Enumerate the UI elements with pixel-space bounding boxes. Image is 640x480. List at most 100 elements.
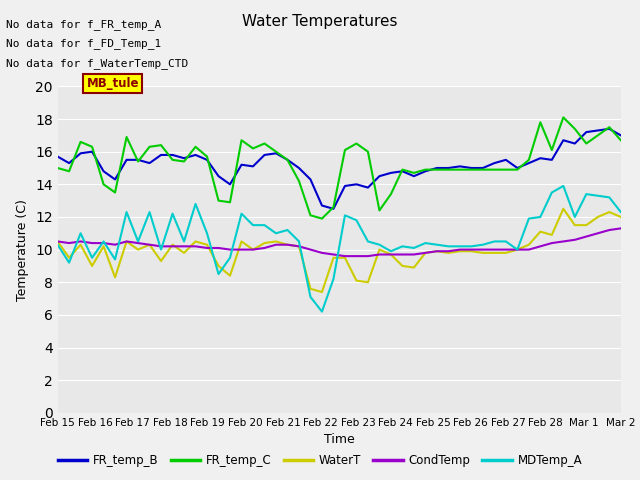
FR_temp_C: [571, 126, 579, 132]
WaterT: [582, 222, 590, 228]
CondTemp: [65, 240, 73, 246]
Text: MB_tule: MB_tule: [86, 77, 139, 90]
Text: No data for f_WaterTemp_CTD: No data for f_WaterTemp_CTD: [6, 58, 189, 69]
CondTemp: [559, 239, 567, 244]
FR_temp_B: [65, 160, 73, 166]
CondTemp: [364, 253, 372, 259]
FR_temp_C: [77, 139, 84, 145]
CondTemp: [456, 247, 464, 252]
CondTemp: [295, 243, 303, 249]
CondTemp: [134, 240, 142, 246]
WaterT: [214, 263, 222, 269]
FR_temp_B: [318, 203, 326, 208]
FR_temp_B: [433, 165, 441, 171]
WaterT: [456, 248, 464, 254]
MDTemp_A: [559, 183, 567, 189]
FR_temp_C: [226, 199, 234, 205]
FR_temp_B: [353, 181, 360, 187]
CondTemp: [341, 253, 349, 259]
MDTemp_A: [180, 239, 188, 244]
CondTemp: [548, 240, 556, 246]
CondTemp: [203, 245, 211, 251]
MDTemp_A: [307, 294, 314, 300]
FR_temp_C: [548, 147, 556, 153]
FR_temp_B: [605, 126, 613, 132]
MDTemp_A: [433, 242, 441, 248]
MDTemp_A: [582, 191, 590, 197]
FR_temp_C: [376, 207, 383, 213]
MDTemp_A: [422, 240, 429, 246]
MDTemp_A: [617, 209, 625, 215]
Line: FR_temp_C: FR_temp_C: [58, 118, 621, 218]
FR_temp_C: [100, 181, 108, 187]
FR_temp_C: [260, 141, 268, 146]
CondTemp: [617, 226, 625, 231]
WaterT: [490, 250, 498, 256]
MDTemp_A: [341, 213, 349, 218]
WaterT: [226, 273, 234, 278]
MDTemp_A: [605, 194, 613, 200]
MDTemp_A: [272, 230, 280, 236]
FR_temp_C: [456, 167, 464, 172]
FR_temp_B: [54, 154, 61, 159]
CondTemp: [582, 234, 590, 240]
MDTemp_A: [364, 239, 372, 244]
MDTemp_A: [88, 255, 96, 261]
FR_temp_C: [237, 137, 245, 143]
CondTemp: [180, 243, 188, 249]
WaterT: [203, 242, 211, 248]
WaterT: [88, 263, 96, 269]
WaterT: [605, 209, 613, 215]
FR_temp_B: [157, 152, 165, 158]
WaterT: [192, 239, 200, 244]
CondTemp: [111, 242, 119, 248]
MDTemp_A: [157, 247, 165, 252]
FR_temp_C: [88, 144, 96, 150]
FR_temp_B: [192, 152, 200, 158]
FR_temp_C: [284, 157, 291, 163]
CondTemp: [513, 247, 521, 252]
FR_temp_B: [180, 156, 188, 161]
WaterT: [237, 239, 245, 244]
MDTemp_A: [146, 209, 154, 215]
MDTemp_A: [123, 209, 131, 215]
FR_temp_C: [536, 120, 544, 125]
FR_temp_C: [214, 198, 222, 204]
WaterT: [180, 250, 188, 256]
FR_temp_B: [203, 157, 211, 163]
MDTemp_A: [502, 239, 509, 244]
CondTemp: [594, 230, 602, 236]
WaterT: [364, 279, 372, 285]
WaterT: [307, 286, 314, 292]
FR_temp_C: [364, 149, 372, 155]
MDTemp_A: [536, 214, 544, 220]
WaterT: [525, 242, 532, 248]
FR_temp_C: [192, 144, 200, 150]
WaterT: [571, 222, 579, 228]
MDTemp_A: [410, 245, 418, 251]
WaterT: [157, 258, 165, 264]
FR_temp_C: [295, 178, 303, 184]
MDTemp_A: [226, 255, 234, 261]
MDTemp_A: [100, 239, 108, 244]
FR_temp_C: [502, 167, 509, 172]
FR_temp_B: [307, 177, 314, 182]
WaterT: [536, 229, 544, 235]
WaterT: [376, 247, 383, 252]
CondTemp: [54, 239, 61, 244]
FR_temp_B: [525, 160, 532, 166]
FR_temp_C: [111, 190, 119, 195]
MDTemp_A: [479, 242, 486, 248]
CondTemp: [192, 243, 200, 249]
WaterT: [617, 214, 625, 220]
WaterT: [249, 247, 257, 252]
FR_temp_C: [410, 170, 418, 176]
FR_temp_C: [479, 167, 486, 172]
FR_temp_B: [364, 185, 372, 191]
CondTemp: [605, 227, 613, 233]
WaterT: [353, 278, 360, 284]
WaterT: [260, 240, 268, 246]
FR_temp_B: [479, 165, 486, 171]
FR_temp_C: [490, 167, 498, 172]
MDTemp_A: [134, 239, 142, 244]
